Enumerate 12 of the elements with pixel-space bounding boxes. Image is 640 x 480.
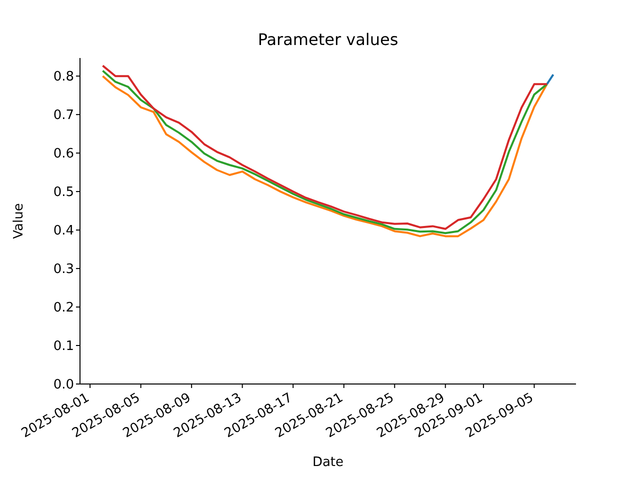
y-tick-label: 0.2 <box>53 300 74 316</box>
y-tick-label: 0.8 <box>53 70 74 85</box>
y-tick-label: 0.1 <box>53 339 74 354</box>
y-tick-label: 0.7 <box>53 108 74 124</box>
y-tick-label: 0.5 <box>53 185 74 200</box>
y-axis-title: Value <box>12 203 27 239</box>
y-tick-label: 0.6 <box>53 146 74 162</box>
y-tick-label: 0.3 <box>53 262 74 278</box>
x-axis-title: Date <box>312 455 344 470</box>
y-tick-label: 0.4 <box>53 224 74 239</box>
chart-title: Parameter values <box>256 30 400 49</box>
y-tick-label: 0.0 <box>53 378 74 393</box>
